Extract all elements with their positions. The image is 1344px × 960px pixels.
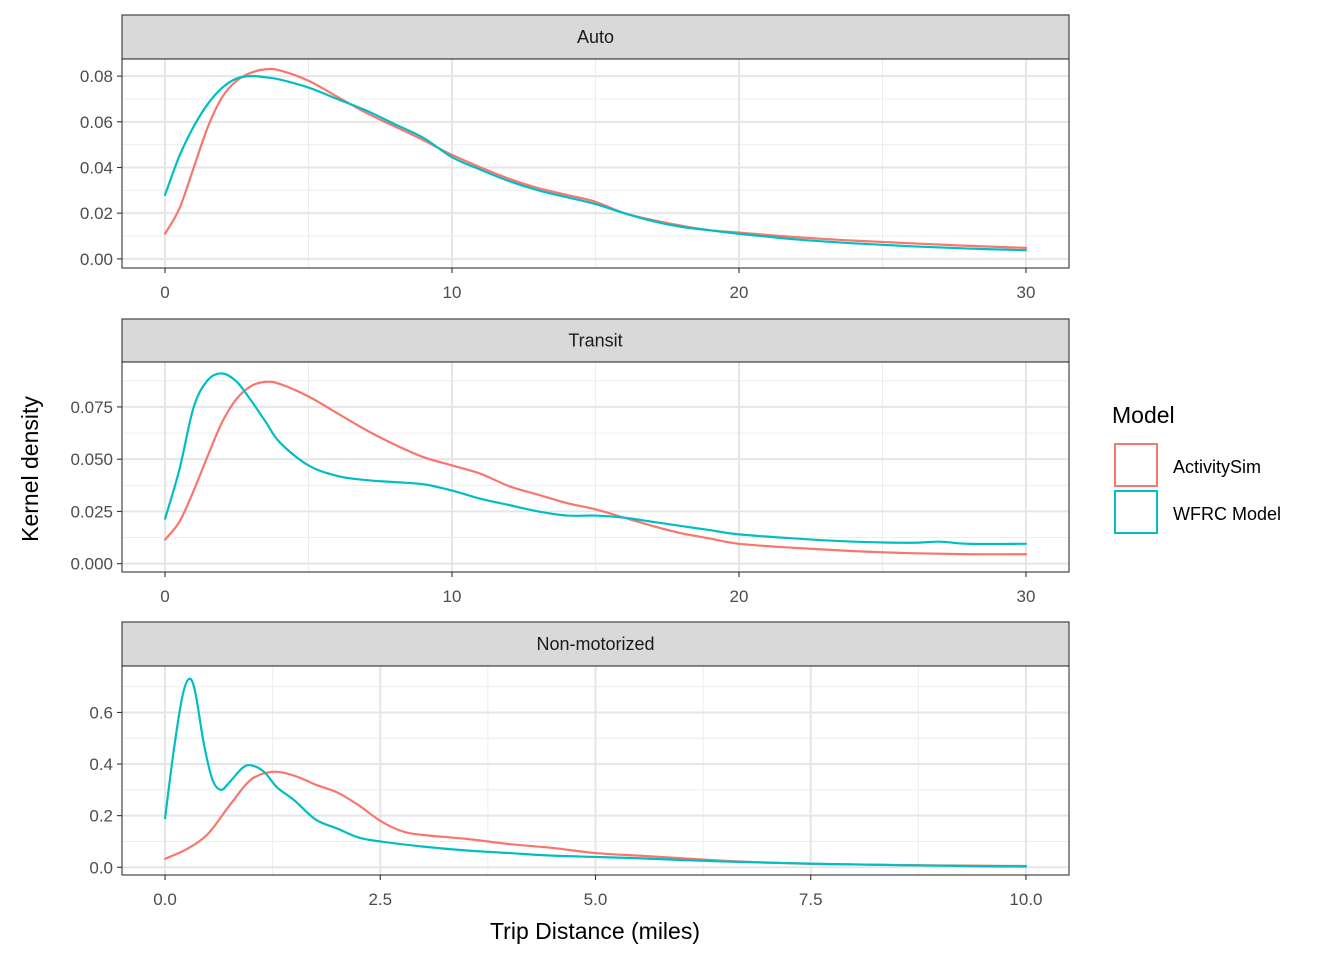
facet-strip-label: Transit	[568, 331, 622, 351]
facet-strip-label: Non-motorized	[536, 634, 654, 654]
facet-strip	[121, 14, 1070, 60]
series-line-wfrc-model	[163, 75, 1028, 252]
x-tick-label: 2.5	[368, 890, 392, 909]
series-line-wfrc-model	[163, 677, 1028, 868]
y-tick-label: 0.4	[89, 755, 113, 774]
y-tick-label: 0.025	[70, 502, 113, 521]
legend-title: Model	[1112, 402, 1175, 428]
x-tick-label: 20	[730, 587, 749, 606]
y-tick-label: 0.08	[80, 67, 113, 86]
x-tick-label: 30	[1016, 283, 1035, 302]
y-tick-label: 0.00	[80, 250, 113, 269]
legend: Model ActivitySim WFRC Model	[1112, 402, 1281, 534]
x-axis-title: Trip Distance (miles)	[490, 918, 700, 944]
y-tick-label: 0.04	[80, 158, 113, 177]
y-tick-label: 0.2	[89, 807, 113, 826]
y-tick-label: 0.06	[80, 113, 113, 132]
x-tick-label: 0.0	[153, 890, 177, 909]
y-tick-label: 0.050	[70, 450, 113, 469]
y-tick-label: 0.02	[80, 204, 113, 223]
x-tick-label: 0	[160, 587, 169, 606]
x-tick-label: 10	[443, 587, 462, 606]
x-tick-label: 5.0	[584, 890, 608, 909]
legend-label-wfrc-model: WFRC Model	[1173, 504, 1281, 524]
series-line-activitysim	[163, 67, 1028, 249]
panel-border	[121, 58, 1070, 269]
series-line-wfrc-model	[163, 372, 1028, 546]
legend-label-activitysim: ActivitySim	[1173, 457, 1261, 477]
series-line-activitysim	[163, 380, 1028, 556]
y-tick-label: 0.6	[89, 703, 113, 722]
x-tick-label: 10	[443, 283, 462, 302]
facet-strip	[121, 318, 1070, 363]
x-tick-label: 20	[730, 283, 749, 302]
panel-auto: Auto 0.00 0.02 0.04 0.06 0.08 0 10 20 30	[80, 14, 1070, 302]
legend-key-activitysim	[1114, 443, 1158, 487]
y-axis-title: Kernel density	[17, 396, 43, 542]
x-tick-label: 0	[160, 283, 169, 302]
y-tick-label: 0.075	[70, 398, 113, 417]
y-tick-label: 0.0	[89, 858, 113, 877]
panel-border	[121, 361, 1070, 573]
facet-strip-label: Auto	[577, 27, 614, 47]
y-tick-label: 0.000	[70, 555, 113, 574]
x-tick-label: 7.5	[799, 890, 823, 909]
legend-key-wfrc-model	[1114, 490, 1158, 534]
x-tick-label: 10.0	[1009, 890, 1042, 909]
x-tick-label: 30	[1016, 587, 1035, 606]
panel-non-motorized: Non-motorized 0.0 0.2 0.4 0.6 0.0 2.5 5.0 7.5 10.…	[89, 621, 1070, 909]
panel-transit: Transit 0.000 0.025 0.050 0.075 0 10 20 30	[70, 318, 1070, 606]
facet-strip	[121, 621, 1070, 667]
